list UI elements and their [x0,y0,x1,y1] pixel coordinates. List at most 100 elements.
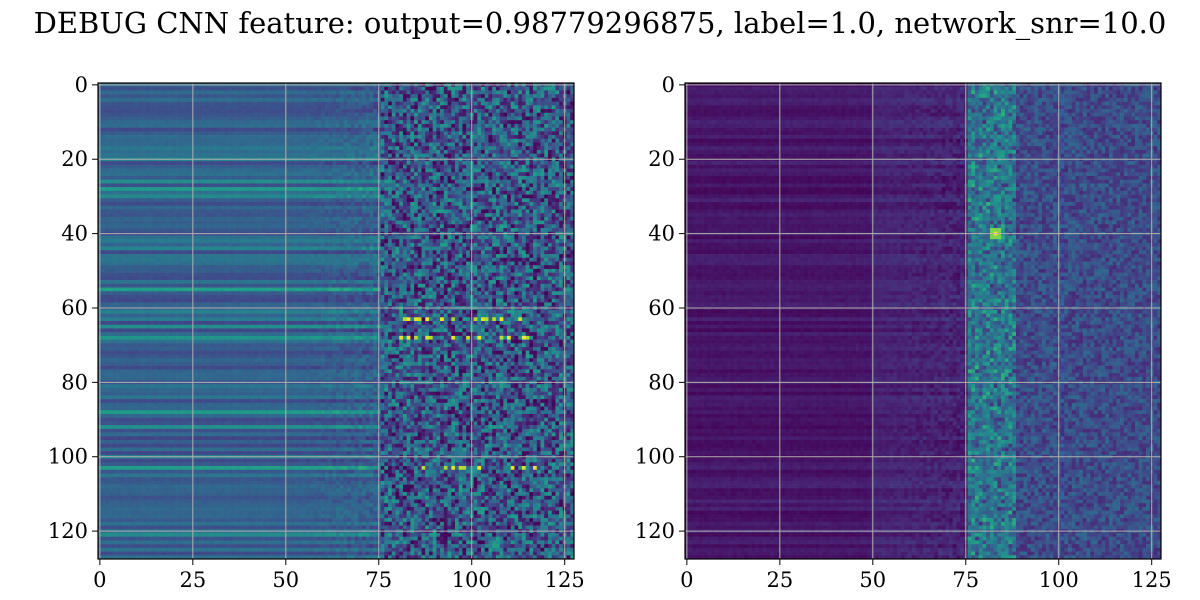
heatmap-cell [403,116,407,120]
heatmap-cell [351,87,355,91]
heatmap-cell [366,172,370,176]
heatmap-cell [533,183,537,187]
heatmap-cell [407,165,411,169]
heatmap-cell [459,202,463,206]
heatmap-cell [425,109,429,113]
heatmap-cell [224,139,228,143]
heatmap-cell [410,180,414,184]
heatmap-cell [429,195,433,199]
heatmap-cell [150,128,154,132]
heatmap-cell [485,172,489,176]
heatmap-cell [310,146,314,150]
heatmap-cell [217,90,221,94]
heatmap-cell [529,202,533,206]
heatmap-cell [303,102,307,106]
heatmap-cell [522,154,526,158]
heatmap-cell [113,113,117,117]
heatmap-cell [537,150,541,154]
heatmap-cell [347,120,351,124]
heatmap-cell [143,213,147,217]
heatmap-cell [143,146,147,150]
heatmap-cell [410,139,414,143]
heatmap-cell [306,87,310,91]
heatmap-cell [269,191,273,195]
heatmap-cell [403,172,407,176]
heatmap-cell [355,195,359,199]
heatmap-cell [466,109,470,113]
heatmap-cell [124,150,128,154]
heatmap-cell [109,143,113,147]
heatmap-cell [109,191,113,195]
heatmap-cell [128,139,132,143]
heatmap-cell [358,195,362,199]
heatmap-cell [206,187,210,191]
heatmap-cell [250,165,254,169]
heatmap-cell [481,143,485,147]
heatmap-cell [213,191,217,195]
heatmap-cell [462,165,466,169]
heatmap-cell [224,169,228,173]
heatmap-cell [392,124,396,128]
heatmap-cell [358,90,362,94]
heatmap-cell [277,116,281,120]
heatmap-cell [425,206,429,210]
heatmap-cell [444,139,448,143]
heatmap-cell [459,206,463,210]
heatmap-cell [541,161,545,165]
heatmap-cell [306,146,310,150]
heatmap-cell [161,135,165,139]
heatmap-cell [515,135,519,139]
heatmap-cell [410,165,414,169]
heatmap-cell [143,109,147,113]
heatmap-cell [180,105,184,109]
heatmap-cell [176,87,180,91]
heatmap-cell [139,143,143,147]
heatmap-cell [351,180,355,184]
heatmap-cell [485,139,489,143]
heatmap-cell [250,198,254,202]
heatmap-cell [325,105,329,109]
heatmap-cell [332,191,336,195]
heatmap-cell [117,116,121,120]
heatmap-cell [258,143,262,147]
heatmap-cell [169,202,173,206]
heatmap-cell [176,139,180,143]
heatmap-cell [206,131,210,135]
heatmap-cell [343,124,347,128]
heatmap-cell [161,113,165,117]
heatmap-cell [176,116,180,120]
heatmap-cell [277,98,281,102]
heatmap-cell [325,90,329,94]
heatmap-cell [221,105,225,109]
heatmap-cell [500,172,504,176]
heatmap-cell [444,187,448,191]
heatmap-cell [128,172,132,176]
heatmap-cell [388,120,392,124]
heatmap-cell [161,102,165,106]
heatmap-cell [243,191,247,195]
heatmap-cell [169,209,173,213]
heatmap-cell [217,102,221,106]
heatmap-cell [351,98,355,102]
heatmap-cell [529,161,533,165]
heatmap-cell [250,176,254,180]
heatmap-cell [306,150,310,154]
heatmap-cell [541,206,545,210]
heatmap-cell [500,94,504,98]
heatmap-cell [567,139,571,143]
heatmap-cell [165,191,169,195]
heatmap-cell [541,176,545,180]
heatmap-cell [176,195,180,199]
heatmap-cell [250,195,254,199]
heatmap-cell [120,146,124,150]
heatmap-cell [239,169,243,173]
heatmap-cell [291,94,295,98]
heatmap-cell [369,124,373,128]
heatmap-cell [381,105,385,109]
heatmap-cell [515,161,519,165]
heatmap-cell [515,146,519,150]
heatmap-cell [503,172,507,176]
heatmap-cell [355,202,359,206]
heatmap-cell [228,195,232,199]
heatmap-cell [243,139,247,143]
